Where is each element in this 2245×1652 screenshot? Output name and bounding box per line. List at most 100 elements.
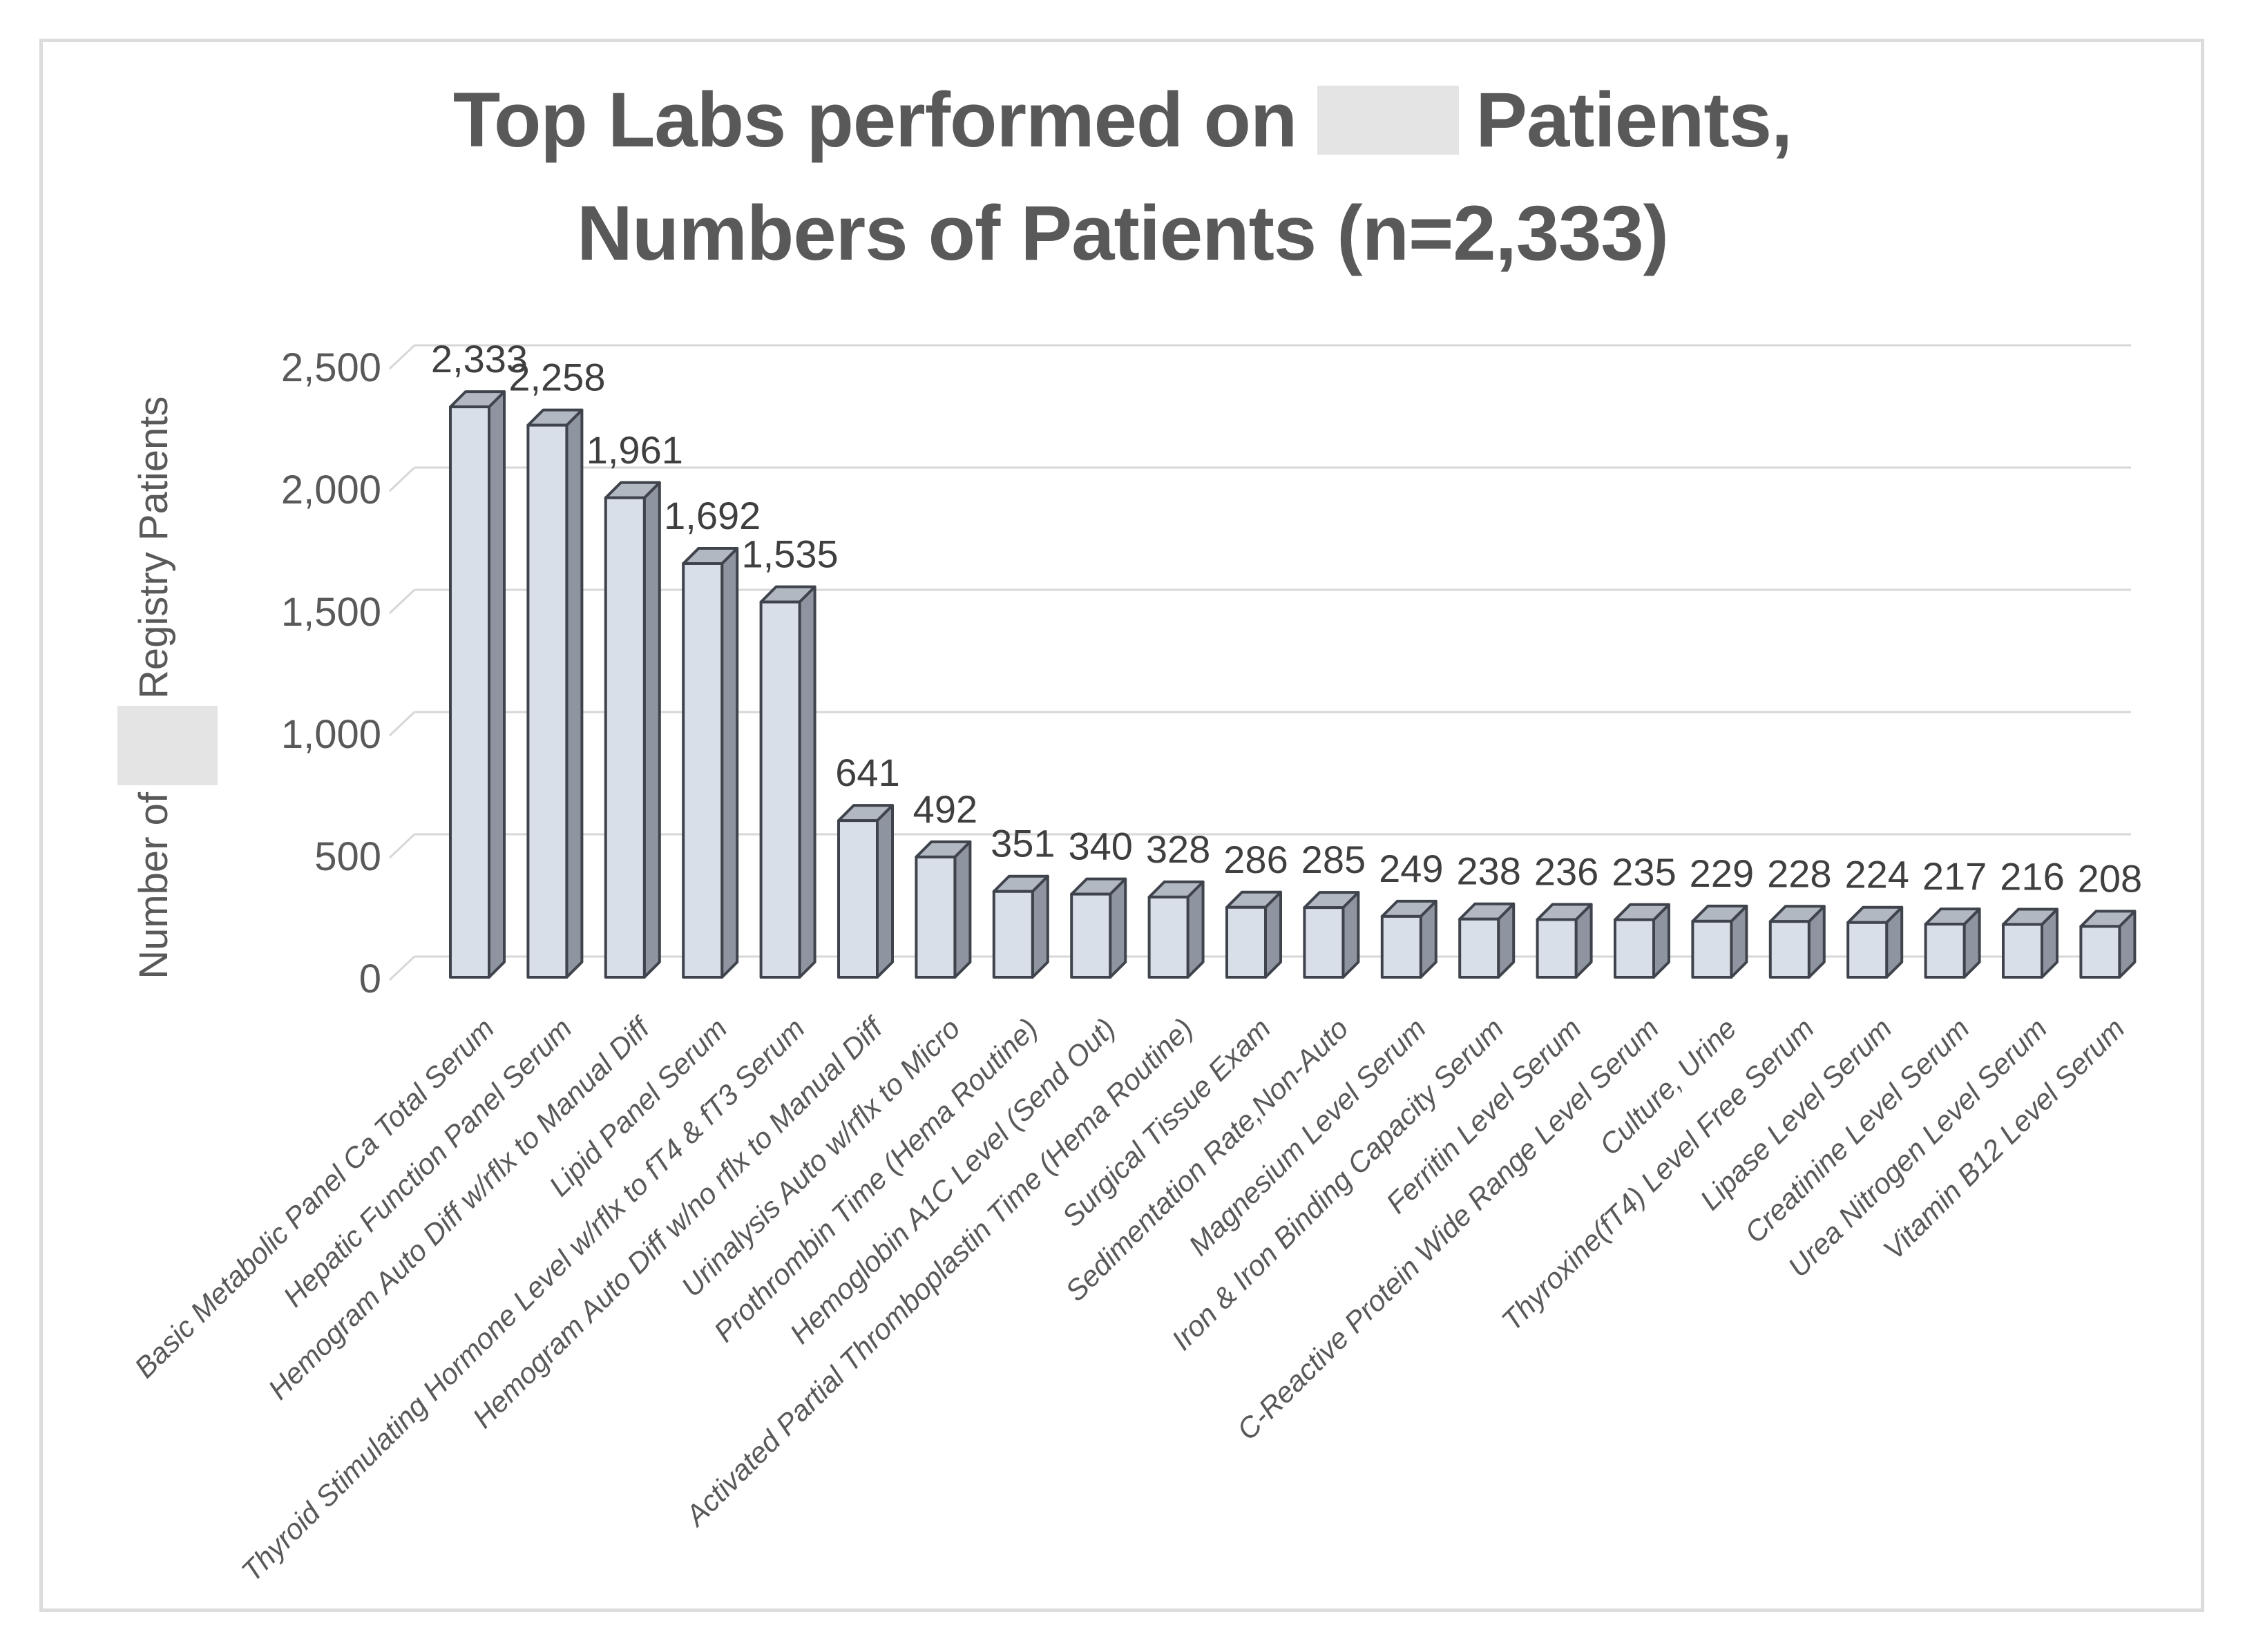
bar-value-label: 1,961 <box>586 428 683 472</box>
bar-front-face <box>992 890 1034 979</box>
bar-front-face <box>1768 920 1811 979</box>
bar <box>837 804 894 979</box>
bar <box>759 585 816 979</box>
bar-value-label: 228 <box>1767 852 1831 895</box>
bar <box>682 547 739 979</box>
bar-front-face <box>1536 918 1578 979</box>
gridline-depth-tick <box>388 833 416 859</box>
bar <box>1614 903 1670 979</box>
gridline-depth-tick <box>388 588 416 615</box>
bar-value-label: 351 <box>991 822 1055 865</box>
y-tick-label: 2,000 <box>281 468 381 512</box>
bar-side-face <box>720 547 739 979</box>
y-axis-title: Number of Registry Patients <box>117 396 218 979</box>
y-tick-label: 2,500 <box>281 345 381 390</box>
title-text-before-redaction: Top Labs performed on <box>452 77 1297 163</box>
bar <box>1303 891 1360 979</box>
title-redaction-box <box>1317 86 1460 155</box>
bar-value-label: 328 <box>1146 827 1210 871</box>
bar-value-label: 340 <box>1068 825 1132 868</box>
bar-front-face <box>604 496 646 979</box>
bar-value-label: 285 <box>1301 838 1366 881</box>
bar <box>1225 890 1282 979</box>
bar-value-label: 641 <box>835 751 899 794</box>
bar-front-face <box>682 562 724 979</box>
x-category-label: Urinalysis Auto w/rflx to Micro <box>675 1012 966 1303</box>
bar-front-face <box>1070 892 1112 979</box>
y-tick-label: 0 <box>359 957 381 1001</box>
bar-front-face <box>449 405 490 979</box>
bar-value-label: 249 <box>1379 847 1443 890</box>
bar <box>1070 877 1127 979</box>
bar-front-face <box>1614 918 1655 979</box>
bar-side-face <box>488 390 506 979</box>
bar-value-label: 492 <box>913 787 977 831</box>
bar-front-face <box>526 423 569 979</box>
x-category-label: Culture, Urine <box>1593 1012 1742 1161</box>
bar-value-label: 2,258 <box>508 356 605 399</box>
gridline-depth-tick <box>388 344 416 370</box>
bar-value-label: 1,535 <box>742 532 839 576</box>
bar-front-face <box>1691 919 1733 979</box>
bar-value-label: 2,333 <box>431 337 528 381</box>
y-axis-title-redaction-box <box>117 706 218 785</box>
bar-side-face <box>953 840 972 979</box>
bar-front-face <box>1846 921 1889 979</box>
bar-front-face <box>2002 923 2043 979</box>
y-tick-label: 1,000 <box>281 712 381 757</box>
bar <box>1380 899 1437 979</box>
bar <box>992 874 1049 979</box>
bar <box>1924 907 1981 979</box>
bar-front-face <box>1380 914 1422 979</box>
page-border <box>39 39 2204 1612</box>
y-axis-title-after-redaction: Registry Patients <box>131 396 176 699</box>
bar-value-label: 208 <box>2078 856 2142 900</box>
title-text-after-redaction: Patients, <box>1475 77 1793 163</box>
x-category-label: Sedimentation Rate,Non-Auto <box>1059 1012 1355 1307</box>
bar-side-face <box>1031 874 1049 979</box>
bar <box>449 390 506 979</box>
bar-front-face <box>1303 906 1345 979</box>
chart-title-line-2: Numbers of Patients (n=2,333) <box>577 190 1669 276</box>
x-category-label: Activated Partial Thromboplastin Time (H… <box>678 1012 1199 1533</box>
chart-title-line-1: Top Labs performed on Patients, <box>0 64 2245 177</box>
bar <box>915 840 972 979</box>
bar-value-label: 235 <box>1612 850 1676 894</box>
bar-value-label: 217 <box>1922 854 1987 898</box>
bar-front-face <box>837 819 879 979</box>
bar-front-face <box>1924 923 1966 979</box>
bar-value-label: 1,692 <box>664 494 761 537</box>
bar <box>1147 880 1205 979</box>
bar-side-face <box>876 804 894 979</box>
y-tick-label: 1,500 <box>281 590 381 635</box>
bar-value-label: 224 <box>1844 853 1909 896</box>
bar-side-face <box>642 481 661 979</box>
bar-value-label: 229 <box>1690 852 1754 895</box>
bar-value-label: 236 <box>1534 849 1598 893</box>
gridline-depth-tick <box>388 955 416 981</box>
x-category-label: Basic Metabolic Panel Ca Total Serum <box>128 1012 500 1384</box>
bar <box>1458 902 1516 979</box>
bar <box>1768 905 1826 979</box>
bar-value-label: 238 <box>1456 849 1520 893</box>
bar <box>2079 910 2137 979</box>
bar-front-face <box>1225 905 1267 979</box>
bar <box>1691 904 1748 979</box>
bar-side-face <box>565 408 584 979</box>
y-tick-label: 500 <box>314 834 381 879</box>
bar-front-face <box>759 600 801 979</box>
gridline-depth-tick <box>388 711 416 737</box>
bar-front-face <box>915 855 957 979</box>
bar-value-label: 286 <box>1223 838 1288 881</box>
bar-front-face <box>1147 895 1190 979</box>
bar <box>2002 907 2058 979</box>
bar <box>526 408 584 979</box>
chart-title: Top Labs performed on Patients, Numbers o… <box>0 64 2245 290</box>
gridline-depth-tick <box>388 466 416 492</box>
bar-value-label: 216 <box>2000 855 2064 899</box>
bar-front-face <box>1458 917 1500 979</box>
bar <box>1846 905 1904 979</box>
bar <box>1536 903 1593 979</box>
